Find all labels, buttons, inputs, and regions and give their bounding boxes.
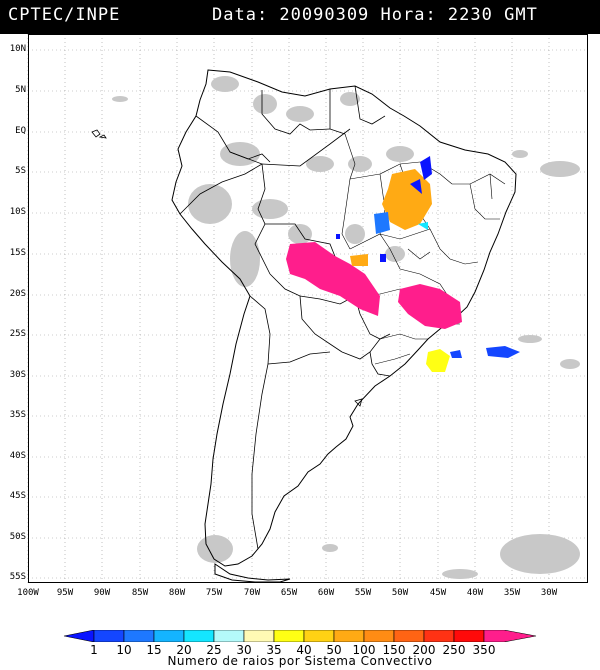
color-scale-segment (123, 630, 155, 642)
color-scale-segment (393, 630, 425, 642)
title-bar: CPTEC/INPE Data: 20090309 Hora: 2230 GMT (0, 0, 600, 34)
lat-label: 10S (9, 207, 26, 217)
lon-label: 40W (466, 588, 484, 598)
color-scale-bar (63, 630, 537, 642)
scale-label: 40 (296, 643, 312, 657)
datetime-label: Data: 20090309 Hora: 2230 GMT (212, 5, 538, 25)
color-scale-title: Numero de raios por Sistema Convectivo (167, 654, 433, 668)
lon-label: 55W (354, 588, 372, 598)
lat-label: 5N (15, 85, 26, 95)
lat-label: 25S (9, 329, 26, 339)
cloud-cover (112, 76, 580, 579)
lat-label: 20S (9, 289, 26, 299)
lat-label: 35S (9, 410, 26, 420)
source-label: CPTEC/INPE (8, 5, 121, 25)
color-scale-segment (273, 630, 305, 642)
lat-label: 10N (9, 44, 26, 54)
scale-label: 10 (116, 643, 132, 657)
scale-label: 20 (176, 643, 192, 657)
lat-label: 5S (15, 166, 26, 176)
lon-label: 60W (317, 588, 335, 598)
lon-label: 95W (56, 588, 74, 598)
color-scale-segment (93, 630, 125, 642)
color-scale-segment (183, 630, 215, 642)
convective-systems (286, 156, 520, 372)
lat-label: 40S (9, 451, 26, 461)
lon-label: 70W (243, 588, 261, 598)
lon-label: 90W (93, 588, 111, 598)
borders (179, 85, 391, 550)
color-scale-segment (303, 630, 335, 642)
color-scale-segment (333, 630, 365, 642)
lat-label: EQ (15, 126, 26, 136)
color-scale-segment (243, 630, 275, 642)
lon-label: 50W (391, 588, 409, 598)
scale-label: 1 (90, 643, 98, 657)
lon-label: 35W (503, 588, 521, 598)
lon-label: 45W (429, 588, 447, 598)
color-scale-segment (153, 630, 185, 642)
color-scale-segment (213, 630, 245, 642)
lon-label: 80W (168, 588, 186, 598)
scale-label: 35 (266, 643, 282, 657)
lat-label: 55S (9, 572, 26, 582)
color-scale-segment (483, 630, 537, 642)
scale-label: 150 (382, 643, 406, 657)
lightning-map (27, 34, 588, 583)
scale-label: 30 (236, 643, 252, 657)
color-scale-segment (63, 630, 95, 642)
lon-label: 75W (205, 588, 223, 598)
lon-label: 65W (280, 588, 298, 598)
color-scale-segment (363, 630, 395, 642)
lon-label: 30W (540, 588, 558, 598)
color-scale-segment (453, 630, 485, 642)
color-scale-segment (423, 630, 455, 642)
lat-label: 50S (9, 532, 26, 542)
lat-label: 15S (9, 248, 26, 258)
scale-label: 350 (472, 643, 496, 657)
lat-label: 30S (9, 370, 26, 380)
lon-label: 85W (131, 588, 149, 598)
scale-label: 250 (442, 643, 466, 657)
scale-label: 100 (352, 643, 376, 657)
scale-label: 50 (326, 643, 342, 657)
coastline (171, 69, 517, 583)
scale-label: 15 (146, 643, 162, 657)
scale-label: 25 (206, 643, 222, 657)
lon-label: 100W (17, 588, 39, 598)
islands (91, 129, 363, 407)
scale-label: 200 (412, 643, 436, 657)
lat-label: 45S (9, 491, 26, 501)
